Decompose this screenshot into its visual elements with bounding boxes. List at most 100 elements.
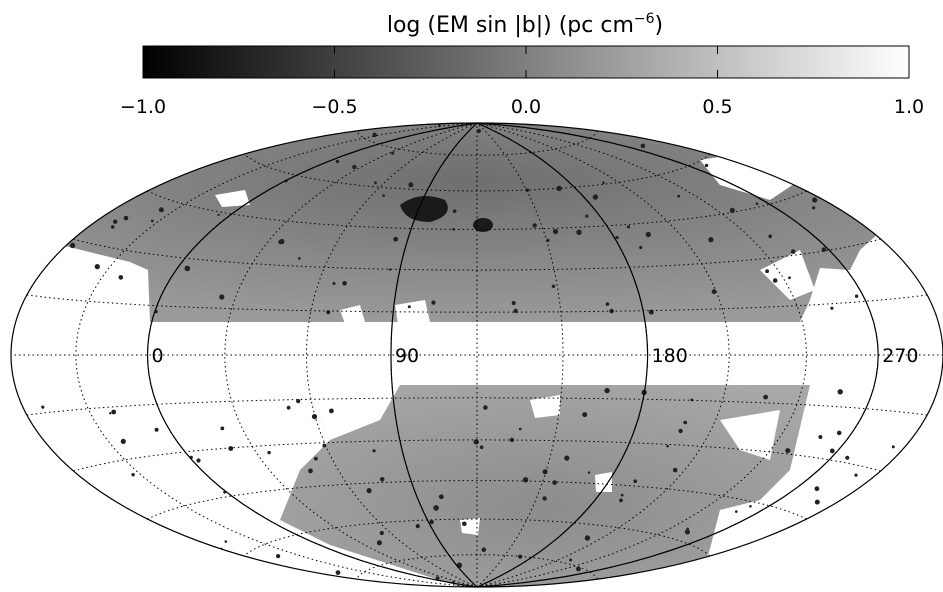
map-image: [0, 123, 943, 587]
point-source: [308, 468, 313, 474]
point-source: [376, 540, 382, 546]
point-source: [433, 505, 439, 511]
point-source: [326, 310, 331, 315]
point-source: [393, 236, 399, 242]
point-source: [197, 153, 202, 158]
longitude-label: 180: [652, 345, 688, 367]
point-source: [513, 308, 518, 313]
point-source: [582, 412, 588, 418]
meridian: [75, 122, 478, 588]
point-source: [335, 159, 340, 164]
point-source: [219, 294, 225, 300]
colorbar-title-end: ): [655, 13, 664, 38]
point-source: [224, 540, 228, 543]
meridian: [305, 122, 478, 588]
point-source: [40, 476, 44, 480]
meridian: [224, 122, 478, 588]
point-source: [677, 194, 681, 198]
colorbar-tick-label: 0.5: [702, 96, 732, 118]
point-source: [711, 289, 717, 295]
point-source: [772, 278, 778, 283]
point-source: [92, 509, 96, 514]
point-source: [592, 194, 599, 200]
colorbar-ticks: −1.0 −0.5 0.0 0.5 1.0: [120, 46, 924, 118]
point-source: [708, 237, 714, 243]
point-source: [435, 576, 440, 580]
point-source: [110, 225, 115, 229]
point-source: [267, 450, 271, 455]
point-source: [391, 151, 395, 155]
point-source: [763, 394, 768, 400]
point-source: [854, 473, 858, 477]
point-source: [922, 511, 928, 517]
point-source: [329, 408, 334, 414]
point-source: [672, 467, 678, 473]
point-source: [861, 541, 866, 546]
point-source: [314, 456, 318, 461]
point-source: [32, 528, 38, 534]
point-source: [431, 300, 436, 305]
labelled-meridian: [390, 122, 478, 588]
point-source: [893, 562, 896, 566]
point-source: [818, 563, 822, 567]
colorbar-tick-label: 0.0: [511, 96, 541, 118]
colorbar-title-superscript: −6: [634, 11, 655, 27]
point-source: [479, 445, 484, 450]
colorbar-title: log (EM sin |b|) (pc cm−6): [387, 11, 663, 38]
point-source: [196, 458, 201, 463]
point-source: [149, 532, 153, 536]
point-source: [366, 488, 372, 494]
point-source: [585, 214, 589, 218]
point-source: [552, 480, 557, 485]
point-source: [34, 575, 39, 580]
point-source: [897, 156, 901, 160]
point-source: [0, 547, 2, 550]
colorbar-tick-label: −1.0: [120, 96, 166, 118]
point-source: [829, 448, 835, 454]
parallel: [147, 480, 807, 520]
point-source: [415, 524, 420, 529]
point-source: [82, 149, 87, 154]
point-source: [814, 486, 820, 492]
longitude-labels: 270 180 90 0: [151, 345, 918, 367]
point-source: [522, 477, 529, 483]
point-source: [684, 529, 691, 535]
point-source: [28, 173, 34, 179]
point-source: [854, 518, 858, 522]
point-source: [342, 281, 347, 286]
point-source: [311, 414, 318, 420]
point-source: [286, 135, 292, 141]
point-source: [633, 479, 638, 484]
point-source: [620, 493, 624, 497]
colorbar-title-main: log (EM sin |b|) (pc cm: [387, 13, 634, 38]
point-source: [861, 490, 866, 496]
point-source: [532, 223, 537, 228]
coordinate-grid: [11, 122, 943, 588]
point-source: [33, 186, 37, 189]
point-source: [899, 485, 903, 489]
point-source: [278, 239, 283, 245]
point-source: [790, 249, 796, 254]
point-source: [220, 426, 225, 431]
point-source: [228, 446, 234, 451]
point-source: [552, 228, 559, 235]
point-source: [825, 176, 830, 180]
point-source: [47, 476, 52, 482]
point-source: [821, 247, 827, 252]
point-source: [576, 566, 581, 572]
point-source: [382, 194, 385, 197]
point-source: [476, 128, 481, 134]
point-source: [830, 306, 834, 310]
point-source: [604, 387, 610, 394]
point-source: [272, 581, 276, 584]
point-source: [587, 471, 591, 474]
point-source: [100, 162, 104, 166]
point-source: [0, 507, 4, 512]
point-source: [639, 245, 643, 250]
meridian: [476, 122, 808, 588]
parallel: [147, 190, 807, 230]
point-source: [335, 570, 341, 575]
point-source: [863, 214, 869, 219]
point-source: [937, 224, 942, 229]
